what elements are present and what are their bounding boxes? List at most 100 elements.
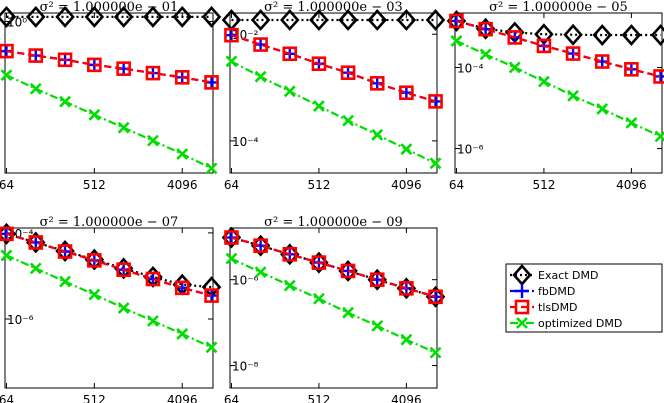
data-point-tlsdmd <box>399 281 414 296</box>
data-point-tlsdmd <box>428 94 443 109</box>
legend-marker <box>515 284 529 298</box>
series-group <box>0 222 222 354</box>
x-tick-label: 64 <box>224 178 239 192</box>
data-point-fbdmd <box>253 37 268 52</box>
data-point-exact-dmd <box>621 24 642 46</box>
data-point-tlsdmd <box>0 226 14 242</box>
data-point-optimized-dmd <box>371 128 384 141</box>
data-point-tlsdmd <box>369 272 385 287</box>
data-point-tlsdmd <box>536 38 552 54</box>
data-point-tlsdmd <box>145 65 161 81</box>
data-point-optimized-dmd <box>88 108 101 121</box>
x-tick-label: 4096 <box>167 393 198 403</box>
data-point-tlsdmd <box>28 48 44 63</box>
data-point-optimized-dmd <box>205 162 218 175</box>
data-point-optimized-dmd <box>254 70 267 83</box>
subplot-title: σ² = 1.000000e − 01 <box>40 0 179 15</box>
legend-marker <box>514 299 530 315</box>
data-point-tlsdmd <box>311 255 327 270</box>
data-point-fbdmd <box>28 235 43 250</box>
data-point-optimized-dmd <box>342 114 354 127</box>
data-point-optimized-dmd <box>400 143 413 156</box>
series-group <box>221 9 446 170</box>
data-point-optimized-dmd <box>117 121 130 134</box>
x-tick-label: 512 <box>307 178 330 192</box>
x-tick-label: 4096 <box>616 178 647 192</box>
data-point-tlsdmd <box>428 289 443 305</box>
data-point-tlsdmd <box>87 253 102 268</box>
data-point-optimized-dmd <box>567 89 579 102</box>
data-point-tlsdmd <box>369 76 385 91</box>
data-point-tlsdmd <box>478 21 493 37</box>
y-tick-label: 10⁻⁶ <box>232 274 259 288</box>
x-tick-label: 64 <box>224 393 239 403</box>
legend: Exact DMD fbDMD tlsDMD optimized DMD <box>505 263 663 333</box>
data-point-exact-dmd <box>172 5 192 28</box>
legend-label: fbDMD <box>538 285 575 298</box>
data-point-optimized-dmd <box>313 292 325 305</box>
x-tick-label: 512 <box>307 393 330 403</box>
data-point-tlsdmd <box>653 69 664 84</box>
data-point-tlsdmd <box>116 262 131 277</box>
data-point-fbdmd <box>370 76 385 91</box>
data-point-optimized-dmd <box>596 102 609 115</box>
data-point-exact-dmd <box>425 9 446 31</box>
data-point-optimized-dmd <box>29 262 42 275</box>
data-point-tlsdmd <box>449 13 464 29</box>
data-point-exact-dmd <box>309 9 329 31</box>
data-point-optimized-dmd <box>400 333 413 346</box>
axes-frame <box>4 227 214 389</box>
data-point-optimized-dmd <box>538 75 550 88</box>
data-point-exact-dmd <box>563 23 583 46</box>
series-group <box>0 5 222 175</box>
data-point-tlsdmd <box>565 46 581 61</box>
data-point-optimized-dmd <box>625 116 638 129</box>
data-point-optimized-dmd <box>508 61 521 74</box>
data-point-exact-dmd <box>143 5 163 28</box>
data-point-optimized-dmd <box>176 328 189 340</box>
legend-label: optimized DMD <box>538 317 622 330</box>
series-line-optimized-dmd <box>6 74 213 170</box>
legend-label: Exact DMD <box>538 269 599 282</box>
data-point-optimized-dmd <box>342 306 354 319</box>
data-point-tlsdmd <box>282 46 298 62</box>
data-point-exact-dmd <box>0 5 17 28</box>
x-tick-label: 512 <box>83 393 106 403</box>
series-line-optimized-dmd <box>455 39 662 138</box>
data-point-tlsdmd <box>174 280 190 296</box>
data-point-optimized-dmd <box>313 100 325 112</box>
data-point-optimized-dmd <box>429 157 442 170</box>
series-group <box>221 226 446 359</box>
data-point-tlsdmd <box>87 57 102 73</box>
data-point-optimized-dmd <box>88 288 101 301</box>
x-tick-label: 4096 <box>391 178 422 192</box>
data-point-tlsdmd <box>224 27 239 43</box>
series-line-optimized-dmd <box>230 257 436 354</box>
data-point-fbdmd <box>399 85 414 100</box>
data-point-tlsdmd <box>340 65 356 80</box>
data-point-optimized-dmd <box>225 252 238 265</box>
data-point-optimized-dmd <box>283 85 296 98</box>
data-point-tlsdmd <box>28 235 44 250</box>
data-point-fbdmd <box>145 272 160 287</box>
data-point-exact-dmd <box>250 9 271 31</box>
subplot-title: σ² = 1.000000e − 05 <box>489 0 628 15</box>
data-point-fbdmd <box>478 22 493 37</box>
data-point-optimized-dmd <box>479 48 492 61</box>
x-tick-label: 512 <box>532 178 555 192</box>
data-point-optimized-dmd <box>205 341 218 354</box>
data-point-exact-dmd <box>55 5 75 28</box>
data-point-tlsdmd <box>204 75 219 90</box>
data-point-tlsdmd <box>282 247 298 262</box>
data-point-tlsdmd <box>624 62 639 77</box>
data-point-optimized-dmd <box>0 249 13 262</box>
data-point-optimized-dmd <box>225 55 238 68</box>
subplot-3: 64 512 4096 10⁻⁴ 10⁻⁶ σ² = 1.000000e − 05 <box>446 0 664 192</box>
axes-frame <box>229 227 438 389</box>
data-point-optimized-dmd <box>254 266 267 279</box>
data-point-exact-dmd <box>84 5 105 28</box>
data-point-optimized-dmd <box>176 148 189 160</box>
legend-marker <box>516 317 528 329</box>
